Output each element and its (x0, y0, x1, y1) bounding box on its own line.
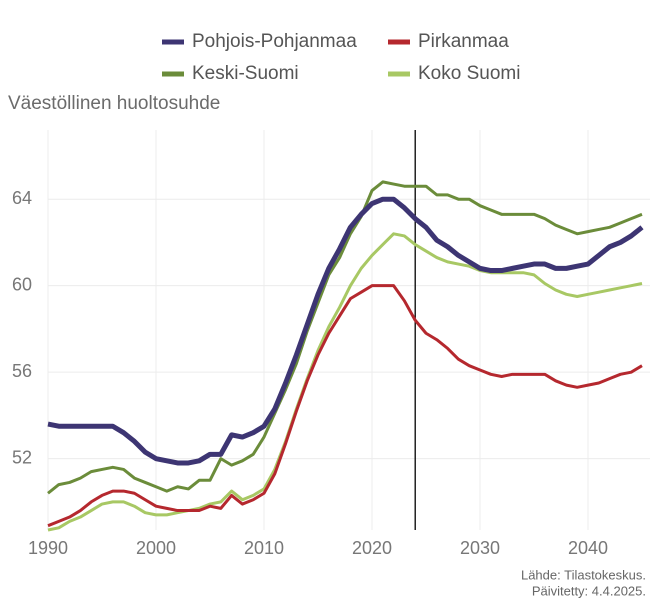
y-tick-label: 60 (12, 274, 32, 294)
legend-label: Pirkanmaa (418, 31, 509, 52)
y-tick-label: 56 (12, 361, 32, 381)
y-tick-label: 52 (12, 447, 32, 467)
caption: Lähde: Tilastokeskus. (521, 567, 646, 582)
subtitle: Väestöllinen huoltosuhde (8, 93, 220, 114)
x-tick-label: 1990 (28, 538, 68, 558)
series-line (47, 180, 643, 495)
y-tick-label: 64 (12, 188, 32, 208)
series-line (47, 196, 644, 466)
legend-label: Koko Suomi (418, 63, 520, 84)
x-tick-label: 2000 (136, 538, 176, 558)
x-tick-label: 2020 (352, 538, 392, 558)
legend-label: Pohjois-Pohjanmaa (192, 31, 357, 52)
x-tick-label: 2010 (244, 538, 284, 558)
x-tick-label: 2040 (568, 538, 608, 558)
legend-label: Keski-Suomi (192, 63, 299, 84)
series-line (47, 284, 643, 528)
series-line (47, 232, 643, 532)
x-tick-label: 2030 (460, 538, 500, 558)
caption: Päivitetty: 4.4.2025. (532, 583, 646, 598)
